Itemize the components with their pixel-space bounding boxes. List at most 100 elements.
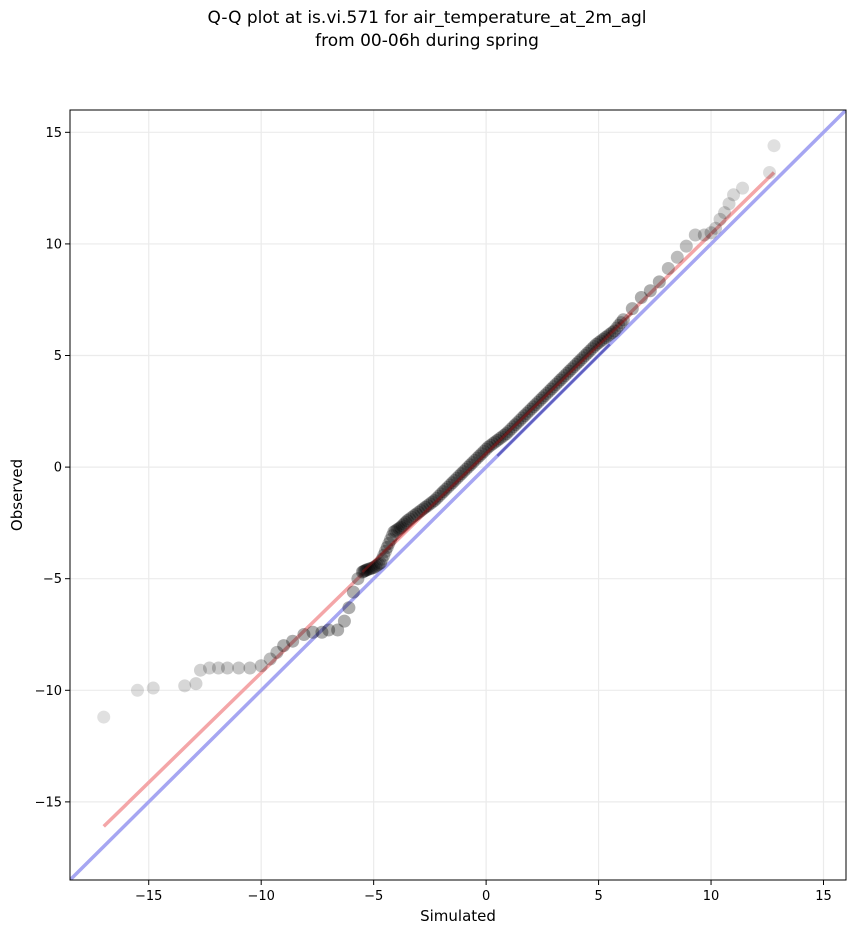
qq-point (254, 659, 268, 673)
qq-point (448, 473, 462, 487)
identity-line (70, 110, 846, 880)
qq-point (443, 478, 457, 492)
y-tick-label: −10 (35, 684, 62, 699)
plot-area (70, 110, 846, 880)
x-tick-label: 10 (703, 889, 720, 904)
grid (70, 110, 846, 880)
qq-point (436, 485, 450, 499)
qq-point (565, 362, 579, 376)
qq-point (342, 601, 356, 615)
x-tick-label: −15 (135, 889, 162, 904)
x-axis-label: Simulated (420, 907, 496, 925)
qq-point (232, 661, 246, 675)
qq-point (373, 556, 387, 570)
qq-point (481, 440, 495, 454)
qq-point (574, 353, 588, 367)
qq-point (432, 489, 446, 503)
qq-point (576, 351, 590, 365)
qq-point (450, 471, 464, 485)
qq-point (193, 663, 207, 677)
y-axis-label: Observed (8, 459, 26, 531)
qq-point (589, 337, 603, 351)
qq-point (580, 346, 594, 360)
qq-point (430, 491, 444, 505)
qq-point (578, 349, 592, 363)
qq-point (322, 623, 336, 637)
qq-point (425, 495, 439, 509)
qq-point (220, 661, 234, 675)
qq-point (594, 334, 608, 348)
qq-point (697, 228, 711, 242)
identity-line-dense-segment (496, 343, 611, 457)
qq-point (556, 371, 570, 385)
axes-frame (69, 109, 847, 881)
qq-point (670, 250, 684, 264)
qq-point (468, 453, 482, 467)
qq-point (399, 515, 413, 529)
qq-point (549, 378, 563, 392)
qq-point (736, 181, 750, 195)
y-tick-label: −15 (35, 795, 62, 810)
fit-line-dense-segment (361, 312, 634, 573)
qq-point (688, 228, 702, 242)
qq-point (585, 342, 599, 356)
qq-point (466, 456, 480, 470)
qq-point (382, 537, 396, 551)
qq-point (562, 364, 576, 378)
qq-point (452, 469, 466, 483)
qq-point (277, 639, 291, 653)
qq-point (560, 366, 574, 380)
x-tick-label: 15 (815, 889, 832, 904)
qq-point (454, 467, 468, 481)
qq-point (553, 373, 567, 387)
chart-title-line-2: from 00-06h during spring (315, 31, 539, 51)
qq-point (571, 355, 585, 369)
qq-point (661, 261, 675, 275)
qq-point (427, 494, 441, 508)
qq-point (439, 482, 453, 496)
qq-point (423, 497, 437, 511)
qq-point (418, 500, 432, 514)
qq-point (484, 438, 498, 452)
qq-point (459, 462, 473, 476)
qq-point (315, 625, 329, 639)
chart-title-line-1: Q-Q plot at is.vi.571 for air_temperatur… (207, 8, 647, 28)
qq-point (679, 239, 693, 253)
qq-point (441, 480, 455, 494)
qq-point (470, 451, 484, 465)
qq-point (360, 563, 374, 577)
qq-point (377, 548, 391, 562)
qq-point (652, 275, 666, 289)
qq-point (130, 683, 144, 697)
y-tick-label: −5 (43, 572, 62, 587)
qq-point (709, 221, 723, 235)
qq-point (643, 284, 657, 298)
qq-point (189, 677, 203, 691)
qq-point (363, 562, 377, 576)
qq-point (490, 433, 504, 447)
qq-point (202, 661, 216, 675)
qq-point (475, 447, 489, 461)
qq-point (263, 652, 277, 666)
qq-point (463, 458, 477, 472)
qq-point (389, 524, 403, 538)
qq-point (297, 627, 311, 641)
qq-point (479, 442, 493, 456)
qq-point (306, 625, 320, 639)
qq-point (400, 514, 414, 528)
qq-point (583, 344, 597, 358)
qq-point (346, 585, 360, 599)
qq-point (243, 661, 257, 675)
qq-point (551, 375, 565, 389)
qq-point (634, 290, 648, 304)
y-tick-label: 0 (54, 461, 62, 476)
qq-point (486, 437, 500, 451)
qq-point (567, 360, 581, 374)
qq-point (97, 710, 111, 724)
x-tick-label: 0 (482, 889, 490, 904)
ticks: −15 −10 −5 0 5 10 15 −15 −10 −5 0 5 10 15 (35, 126, 832, 904)
qq-point (270, 645, 284, 659)
qq-point (387, 525, 401, 539)
